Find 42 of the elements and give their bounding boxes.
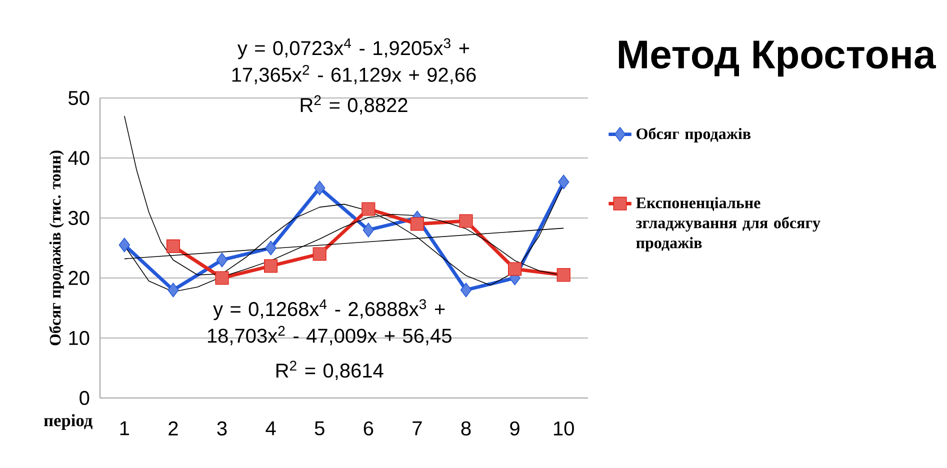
text: Метод Кростона <box>618 40 936 77</box>
point <box>265 240 276 256</box>
point <box>362 202 376 216</box>
point <box>312 247 326 261</box>
x-tick-label: 2 <box>168 421 178 436</box>
point <box>459 214 473 228</box>
x-tick-label: 1 <box>120 421 129 436</box>
annotation: R$^{2}$ = 0,8614 <box>276 360 384 380</box>
point <box>264 259 278 273</box>
x-axis-title: період <box>44 414 92 430</box>
point <box>118 238 130 252</box>
x-tick-label: 5 <box>314 421 324 436</box>
y-tick-label: 10 <box>69 330 90 346</box>
point <box>166 239 180 253</box>
point <box>460 282 472 298</box>
point <box>556 268 570 282</box>
point <box>558 174 570 190</box>
legend-label: Експоненціальне згладжування для обсягу продажів <box>636 197 820 252</box>
point <box>216 252 228 268</box>
point <box>410 217 424 231</box>
y-tick-label: 0 <box>80 390 90 406</box>
x-tick-label: 9 <box>510 421 520 436</box>
annotation: R$^{2}$ = 0,8822 <box>300 95 408 115</box>
x-tick-label: 8 <box>461 421 471 436</box>
point <box>508 262 522 276</box>
y-tick-label: 20 <box>68 270 90 286</box>
x-tick-label: 3 <box>217 421 227 436</box>
point <box>362 222 374 238</box>
point <box>168 282 179 298</box>
text: y = 0,1268x$^{4}$ - 2,6888x$^{3}$ + 18,703x$^{2}$ - 47,009x + 56,45 <box>208 299 452 346</box>
x-tick-label: 6 <box>364 421 374 436</box>
y-tick-label: 50 <box>68 90 90 106</box>
x-tick-label: 4 <box>266 421 276 436</box>
x-tick-label: 10 <box>554 421 574 436</box>
text: y = 0,0723x$^{4}$ - 1,9205x$^{3}$ + 17,365x$^{2}$ - 61,129x + 92,66 <box>232 38 476 84</box>
y-tick-label: 30 <box>68 210 90 226</box>
y-axis-title: Обсяг продажів (тис. тонн) <box>49 150 64 346</box>
legend-label: Обсяг продажів <box>636 128 751 142</box>
point <box>314 180 326 196</box>
point <box>215 271 229 285</box>
x-tick-label: 7 <box>412 421 422 436</box>
y-tick-label: 40 <box>68 150 90 166</box>
